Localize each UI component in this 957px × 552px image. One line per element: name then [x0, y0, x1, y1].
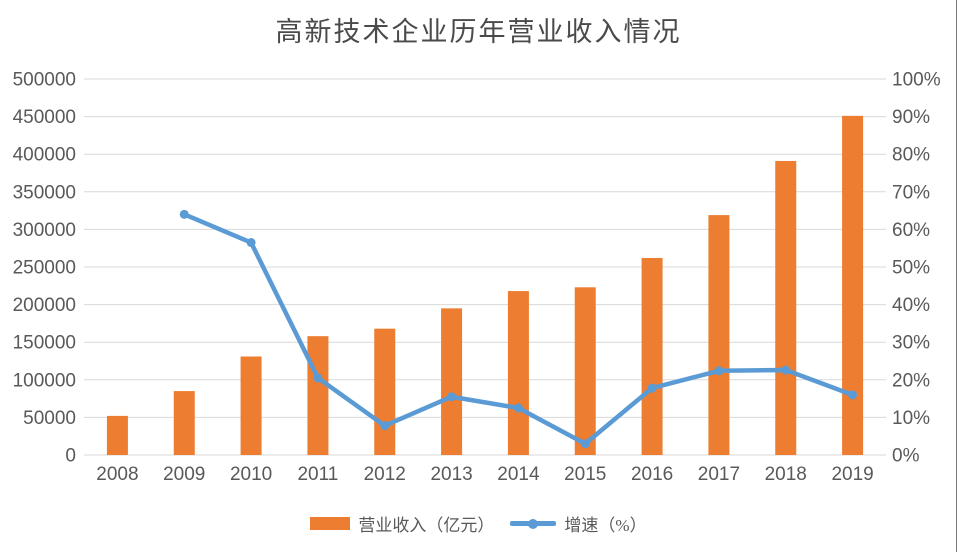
x-tick-label: 2010: [230, 464, 272, 485]
y-right-tick-label: 90%: [892, 107, 930, 128]
growth-line-marker: [781, 365, 791, 375]
x-tick-label: 2018: [765, 464, 807, 485]
bar-2012: [374, 328, 396, 455]
x-tick-label: 2016: [631, 464, 673, 485]
y-left-tick-label: 100000: [13, 370, 76, 391]
growth-line-marker: [179, 209, 189, 219]
bar-2011: [307, 336, 329, 455]
y-left-tick-label: 200000: [13, 295, 76, 316]
legend-item-growth: 增速（%）: [510, 511, 647, 536]
growth-line-marker: [447, 392, 457, 402]
growth-line-marker: [380, 421, 390, 431]
y-left-tick-label: 400000: [13, 145, 76, 166]
y-left-tick-label: 50000: [23, 408, 76, 429]
bar-2019: [842, 115, 864, 456]
x-tick-label: 2009: [163, 464, 205, 485]
growth-line-marker: [513, 403, 523, 413]
y-left-tick-label: 300000: [13, 220, 76, 241]
y-left-tick-label: 250000: [13, 258, 76, 279]
x-tick-label: 2008: [96, 464, 138, 485]
growth-line-marker: [848, 390, 858, 400]
x-tick-label: 2015: [564, 464, 606, 485]
y-right-tick-label: 40%: [892, 295, 930, 316]
growth-line-marker: [714, 366, 724, 376]
bar-2017: [708, 215, 730, 455]
y-right-tick-label: 80%: [892, 145, 930, 166]
y-left-tick-label: 350000: [13, 182, 76, 203]
x-tick-label: 2019: [831, 464, 873, 485]
y-right-tick-label: 60%: [892, 220, 930, 241]
growth-legend-label: 增速（%）: [564, 516, 647, 535]
revenue-legend-label: 营业收入（亿元）: [358, 516, 495, 535]
y-left-tick-label: 150000: [13, 333, 76, 354]
x-tick-label: 2017: [698, 464, 740, 485]
growth-line-marker: [580, 439, 590, 449]
y-right-tick-label: 30%: [892, 333, 930, 354]
y-right-tick-label: 70%: [892, 182, 930, 203]
bar-2016: [641, 257, 663, 455]
bar-2018: [775, 160, 797, 455]
bar-2009: [173, 391, 195, 455]
bar-2014: [507, 291, 529, 455]
growth-line-marker: [647, 383, 657, 393]
y-right-tick-label: 0%: [892, 446, 920, 467]
legend-item-revenue: 营业收入（亿元）: [310, 511, 494, 536]
x-tick-label: 2013: [430, 464, 472, 485]
y-right-tick-label: 20%: [892, 370, 930, 391]
bar-2015: [574, 287, 596, 455]
bar-2013: [441, 308, 463, 455]
growth-line-swatch-icon: [510, 518, 557, 529]
y-right-tick-label: 50%: [892, 258, 930, 279]
bar-2008: [106, 415, 128, 455]
y-left-tick-label: 0: [65, 446, 76, 467]
growth-line-dot-icon: [528, 518, 539, 529]
x-tick-label: 2012: [364, 464, 406, 485]
y-left-tick-label: 500000: [13, 70, 76, 91]
y-right-tick-label: 100%: [892, 70, 941, 91]
y-left-tick-label: 450000: [13, 107, 76, 128]
growth-line-marker: [246, 238, 256, 248]
chart-title: 高新技术企业历年营业收入情况: [275, 17, 682, 47]
chart-legend: 营业收入（亿元） 增速（%）: [0, 511, 957, 536]
x-tick-label: 2014: [497, 464, 540, 485]
x-tick-label: 2011: [297, 464, 338, 485]
bar-2010: [240, 356, 262, 455]
growth-line-marker: [313, 373, 323, 383]
revenue-bar-swatch-icon: [310, 517, 351, 530]
y-right-tick-label: 10%: [892, 408, 930, 429]
